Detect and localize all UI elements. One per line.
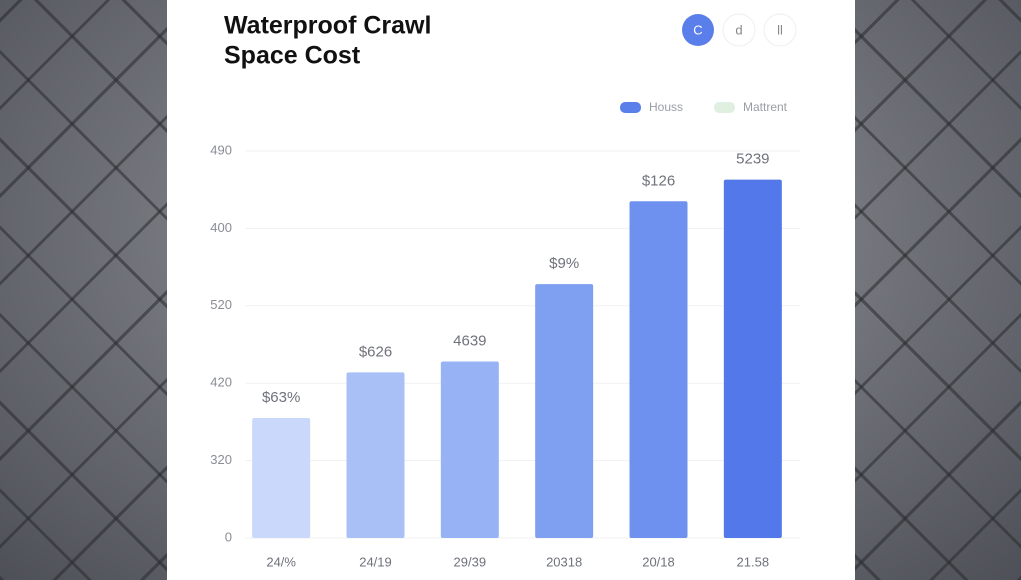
x-tick-label: 29/39 xyxy=(454,554,487,569)
legend-swatch xyxy=(714,102,735,113)
bar xyxy=(252,418,311,538)
data-label: $63% xyxy=(262,389,300,406)
data-label: 4639 xyxy=(453,332,486,349)
control-button[interactable] xyxy=(722,13,756,47)
y-tick-label: 320 xyxy=(210,452,232,467)
legend-label: Houss xyxy=(649,100,683,114)
y-tick-label: 400 xyxy=(210,220,232,235)
control-button[interactable] xyxy=(682,14,714,46)
x-tick-label: 20318 xyxy=(546,554,582,569)
chart-title: Space Cost xyxy=(224,42,361,70)
y-tick-label: 0 xyxy=(225,529,232,544)
control-button[interactable] xyxy=(763,13,797,47)
x-tick-label: 24/19 xyxy=(359,554,392,569)
bar xyxy=(629,201,688,538)
x-tick-label: 20/18 xyxy=(642,554,675,569)
bar xyxy=(346,372,405,538)
data-label: $9% xyxy=(549,255,579,272)
legend-swatch xyxy=(620,102,641,113)
control-label[interactable]: ll xyxy=(777,22,783,37)
bar xyxy=(723,179,782,538)
bar xyxy=(440,361,499,538)
y-tick-label: 490 xyxy=(210,142,232,157)
data-label: $626 xyxy=(359,343,392,360)
control-label[interactable]: C xyxy=(693,22,702,37)
x-tick-label: 24/% xyxy=(266,554,296,569)
data-label: 5239 xyxy=(736,151,769,168)
y-tick-label: 520 xyxy=(210,297,232,312)
x-tick-label: 21.58 xyxy=(737,554,770,569)
data-label: $126 xyxy=(642,172,675,189)
control-label[interactable]: d xyxy=(735,22,742,37)
bar xyxy=(535,284,594,538)
y-tick-label: 420 xyxy=(210,375,232,390)
chart-title: Waterproof Crawl xyxy=(224,12,431,40)
legend-label: Mattrent xyxy=(743,100,788,114)
